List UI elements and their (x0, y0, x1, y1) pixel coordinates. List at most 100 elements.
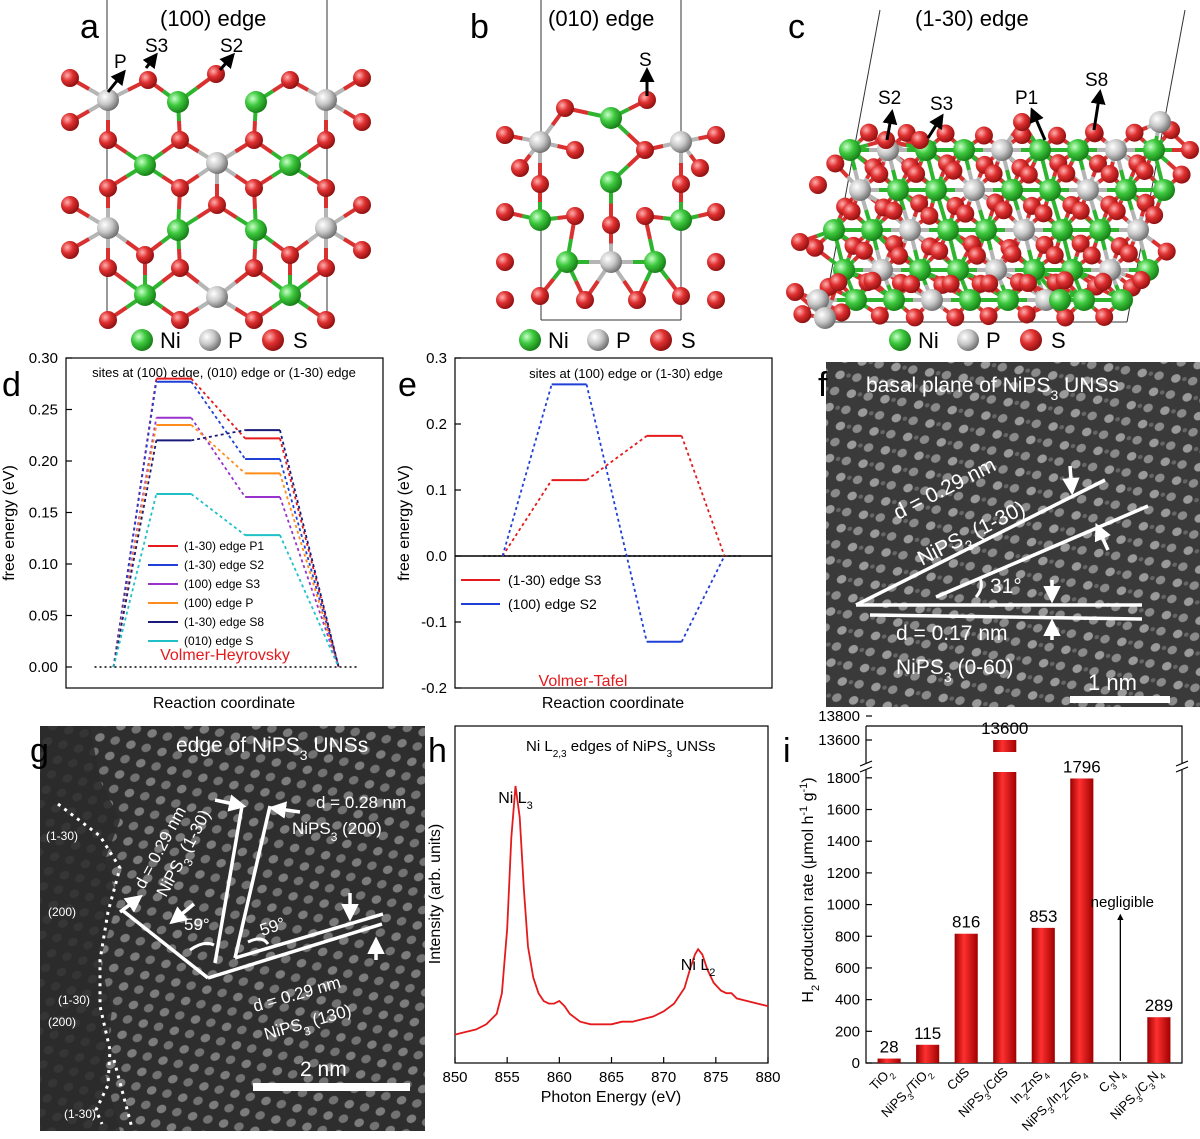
chart-e-ylabel: free energy (eV) (396, 465, 413, 581)
legend-b-s-ball (650, 329, 672, 351)
panel-e: e sites at (100) edge or (1-30) edge -0.… (396, 350, 773, 712)
atoms-a-atom-s (171, 259, 189, 277)
atoms-c-atom-s (863, 271, 882, 290)
atoms-b-atom-s (707, 253, 725, 271)
panel-f-plane2: NiPS3 (0-60) (896, 656, 1014, 685)
atoms-c-atom-s (902, 275, 921, 294)
atoms-a-atom-ni (279, 284, 301, 306)
atoms-a-atom-s (99, 131, 117, 149)
chart-d-connector (279, 473, 340, 668)
atoms-c-atom-ni (909, 259, 931, 281)
chart-d-ytick-label: 0.15 (29, 505, 58, 522)
panel-letter-h: h (428, 732, 447, 770)
chart-e-ytick-label: 0.2 (426, 416, 447, 433)
chart-i-ytick-label: 1600 (827, 802, 860, 819)
panel-f-angle: 31° (990, 575, 1022, 598)
atoms-b-atom-ni (529, 209, 551, 231)
chart-i-value-label: 853 (1029, 907, 1057, 926)
atoms-c-atom-s (905, 308, 924, 327)
arrow-g-1 (214, 794, 247, 812)
site-label-a-s2: S2 (220, 36, 243, 57)
arrow-f-1 (1062, 465, 1080, 496)
atoms-c-atom-s (793, 305, 812, 324)
atoms-c-atom-s (1132, 271, 1151, 290)
legend-c-s-ball (1020, 329, 1042, 351)
arrow-f-2 (1094, 522, 1111, 551)
chart-i-ytick-label: 400 (835, 992, 860, 1009)
chart-e-ytick-label: 0.1 (426, 482, 447, 499)
panel-i: i 0 200 400 600 800 1000 1200 1400 1600 1800 13600… (783, 708, 1189, 1134)
atoms-c-atom-ni (1115, 179, 1137, 201)
atoms-c-atom-p (963, 179, 985, 201)
atoms-b-atom-ni (556, 251, 578, 273)
site-label-a-s3: S3 (145, 36, 168, 57)
site-arrow-a-p (106, 69, 126, 93)
plane-line-g-4 (233, 805, 272, 959)
chart-i-ytick-label: 13600 (818, 732, 860, 749)
atoms-a-atom-s (171, 179, 189, 197)
atoms-a-atom-s (136, 246, 154, 264)
chart-e-ytick-label: -0.1 (421, 614, 447, 631)
chart-d-legend-label: (010) edge S (184, 634, 253, 648)
site-label-b-s: S (639, 50, 652, 71)
chart-i-category-label: In2ZnS4 (1007, 1065, 1052, 1110)
chart-i-annotation: negligible (1091, 894, 1154, 911)
atoms-c-atom-s (1057, 164, 1076, 183)
atoms-c-atom-p (921, 289, 943, 311)
chart-d-ytick-label: 0.05 (29, 608, 58, 625)
atoms-c-atom-p (991, 139, 1013, 161)
chart-h-title: Ni L2,3 edges of NiPS3 UNSs (526, 738, 716, 760)
atoms-c-atom-p (814, 307, 836, 329)
scale-bar-g (253, 1083, 410, 1091)
atoms-c-atom-p (899, 219, 921, 241)
atoms-b-atom-s (672, 287, 690, 305)
panel-letter-f: f (818, 366, 828, 404)
atoms-b-atom-s (566, 141, 584, 159)
atoms-c-atom-ni (1111, 289, 1133, 311)
atoms-a-atom-s (245, 131, 263, 149)
scale-label-f: 1 nm (1088, 670, 1137, 695)
chart-i-bar (1031, 927, 1055, 1063)
atoms-c-atom-s (877, 131, 895, 149)
atoms-a-atom-s (353, 113, 371, 131)
chart-h-peak-label: Ni L2 (681, 957, 716, 979)
atoms-c-atom-s (1100, 165, 1119, 184)
edge-label-g-3: (1-30) (58, 993, 90, 1007)
atoms-b-atom-ni (644, 251, 666, 273)
plot-frame-h (454, 725, 769, 1064)
atoms-c-atom-s (956, 204, 975, 223)
site-arrow-c-s3 (926, 113, 944, 139)
chart-h-ylabel: Intensity (arb. units) (427, 824, 444, 965)
atoms-b-atom-s (496, 291, 514, 309)
atoms-b-atom-s (691, 159, 709, 177)
cell-line-c-left (821, 9, 881, 323)
atoms-a-atom-ni (167, 219, 189, 241)
legend-a: Ni P S (131, 328, 308, 353)
atoms-c-atom-s (930, 242, 949, 261)
edge-outline-g-2 (112, 1059, 134, 1129)
angle-arc-g-1 (189, 941, 215, 952)
atoms-a-atom-ni (245, 219, 267, 241)
panel-a: a (100) edge P S3 S2 Ni P S (61, 0, 371, 353)
atoms-a-atom-ni (167, 91, 189, 113)
atoms-c-atom-s (1082, 246, 1101, 265)
panel-letter-a: a (80, 8, 99, 46)
chart-d-legend-label: (100) edge P (184, 596, 253, 610)
panel-f-d2: d = 0.17 nm (896, 622, 1008, 645)
atoms-c-atom-s (1157, 242, 1176, 261)
atoms-c-atom-s (980, 274, 999, 293)
atoms-b-atom-s (531, 175, 549, 193)
chart-d-ytick-label: 0.25 (29, 402, 58, 419)
panel-b-title: (010) edge (548, 6, 654, 31)
legend-b: Ni P S (519, 328, 696, 353)
chart-i-ytick-label: 800 (835, 928, 860, 945)
chart-i-break-mark (859, 760, 873, 767)
atoms-a-atom-ni (134, 154, 156, 176)
atoms-b-atom-s (496, 203, 514, 221)
atoms-c-atom-p (807, 289, 829, 311)
atoms-c-atom-s (1085, 123, 1103, 141)
edge-label-g-5: (1-30) (64, 1107, 96, 1121)
legend-c: Ni P S (889, 328, 1066, 353)
plot-e-content: -0.2 -0.1 0.0 0.1 0.2 0.3 (1-30) edge S3 (100) … (421, 350, 772, 697)
